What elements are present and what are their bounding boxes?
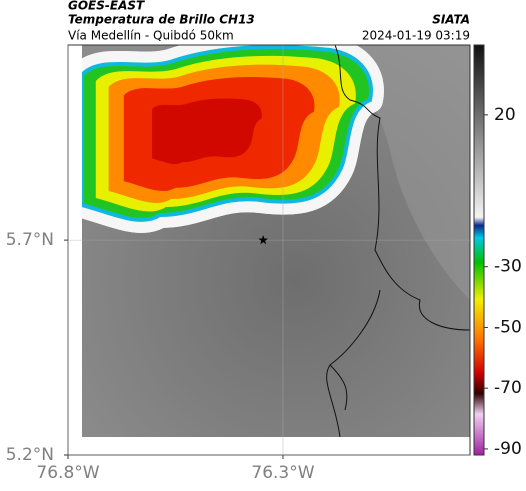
colorbar-tick-label: -70: [494, 378, 522, 398]
timestamp: 2024-01-19 03:19: [362, 29, 470, 43]
colorbar-tick-label: 20: [494, 105, 516, 125]
colorbar: [473, 44, 485, 456]
source: SIATA: [432, 13, 470, 27]
satellite-image: [82, 45, 470, 437]
y-tick-label: 5.2°N: [6, 445, 54, 465]
x-tick-label: 76.8°W: [36, 463, 99, 483]
route: Vía Medellín - Quibdó 50km: [68, 29, 234, 43]
y-tick-label: 5.7°N: [6, 230, 54, 250]
colorbar-tick-label: -30: [494, 257, 522, 277]
satellite: GOES-EAST: [68, 0, 145, 13]
product: Temperatura de Brillo CH13: [68, 13, 255, 27]
location-marker: [258, 235, 268, 245]
colorbar-tick-label: -50: [494, 317, 522, 337]
x-tick-label: 76.3°W: [251, 463, 314, 483]
colorbar-tick-label: -90: [494, 439, 522, 459]
